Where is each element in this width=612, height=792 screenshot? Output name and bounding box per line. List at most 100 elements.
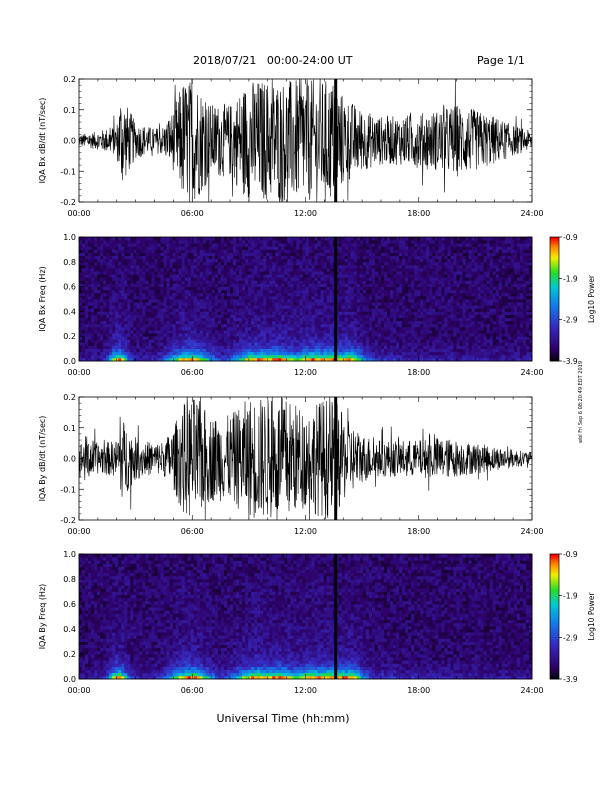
- spectrogram-cell: [296, 354, 300, 359]
- spectrogram-cell: [118, 348, 122, 353]
- spectrogram-cell: [217, 351, 222, 356]
- spectrogram-cell: [314, 264, 318, 269]
- spectrogram-cell: [217, 264, 222, 269]
- spectrogram-cell: [344, 264, 349, 269]
- spectrogram-cell: [124, 292, 128, 297]
- spectrogram-cell: [272, 305, 276, 309]
- spectrogram-cell: [112, 261, 116, 266]
- spectrogram-cell: [175, 261, 180, 266]
- spectrogram-cell: [381, 292, 385, 297]
- spectrogram-cell: [202, 339, 207, 343]
- spectrogram-cell: [287, 280, 291, 284]
- spectrogram-cell: [154, 286, 158, 291]
- spectrogram-cell: [329, 255, 334, 260]
- spectrogram-cell: [236, 308, 240, 312]
- spectrogram-cell: [248, 330, 252, 334]
- spectrogram-cell: [127, 354, 131, 359]
- spectrogram-cell: [181, 289, 186, 294]
- spectrogram-cell: [344, 249, 349, 253]
- spectrogram-cell: [374, 302, 379, 306]
- spectrogram-cell: [396, 311, 400, 315]
- spectrogram-cell: [94, 330, 98, 334]
- spectrogram-cell: [314, 289, 318, 294]
- spectrogram-cell: [190, 320, 195, 325]
- spectrogram-cell: [299, 354, 303, 359]
- spectrogram-cell: [230, 258, 234, 263]
- spectrogram-cell: [293, 264, 297, 269]
- spectrogram-cell: [133, 237, 137, 241]
- spectrogram-cell: [175, 308, 180, 312]
- spectrogram-cell: [178, 302, 183, 306]
- spectrogram-cell: [368, 252, 373, 256]
- spectrogram-cell: [441, 302, 445, 306]
- spectrogram-cell: [371, 357, 376, 362]
- spectrogram-cell: [356, 345, 361, 349]
- spectrogram-cell: [112, 336, 116, 340]
- spectrogram-cell: [157, 252, 161, 256]
- spectrogram-cell: [139, 292, 143, 297]
- spectrogram-cell: [151, 249, 155, 253]
- spectrogram-cell: [220, 330, 225, 334]
- spectrogram-cell: [118, 308, 122, 312]
- spectrogram-cell: [281, 354, 285, 359]
- spectrogram-cell: [432, 317, 436, 322]
- spectrogram-cell: [302, 305, 306, 309]
- spectrogram-cell: [308, 311, 312, 315]
- spectrogram-cell: [353, 351, 358, 356]
- spectrogram-cell: [353, 280, 358, 284]
- spectrogram-cell: [220, 237, 225, 241]
- spectrogram-cell: [411, 323, 415, 328]
- spectrogram-cell: [420, 351, 424, 356]
- spectrogram-cell: [441, 308, 445, 312]
- spectrogram-cell: [308, 323, 312, 328]
- spectrogram-cell: [272, 333, 276, 337]
- spectrogram-cell: [190, 308, 195, 312]
- spectrogram-cell: [341, 320, 346, 325]
- spectrogram-cell: [284, 246, 288, 250]
- spectrogram-cell: [284, 268, 288, 272]
- spectrogram-cell: [299, 302, 303, 306]
- spectrogram-cell: [239, 252, 243, 256]
- spectrogram-cell: [208, 317, 213, 322]
- spectrogram-cell: [344, 277, 349, 281]
- spectrogram-cell: [133, 295, 137, 300]
- spectrogram-cell: [118, 252, 122, 256]
- spectrogram-cell: [133, 292, 137, 297]
- spectrogram-cell: [405, 274, 409, 278]
- spectrogram-cell: [296, 283, 300, 287]
- spectrogram-cell: [175, 271, 180, 275]
- spectrogram-cell: [85, 286, 89, 291]
- spectrogram-cell: [166, 339, 170, 343]
- spectrogram-cell: [220, 302, 225, 306]
- spectrogram-cell: [94, 292, 98, 297]
- spectrogram-cell: [399, 295, 403, 300]
- spectrogram-cell: [118, 271, 122, 275]
- spectrogram-cell: [109, 345, 113, 349]
- spectrogram-cell: [145, 237, 149, 241]
- spectrogram-cell: [353, 317, 358, 322]
- spectrogram-cell: [139, 330, 143, 334]
- spectrogram-cell: [426, 280, 430, 284]
- spectrogram-cell: [199, 311, 204, 315]
- spectrogram-cell: [293, 323, 297, 328]
- spectrogram-cell: [272, 299, 276, 303]
- spectrogram-cell: [341, 339, 346, 343]
- spectrogram-cell: [323, 348, 328, 353]
- spectrogram-cell: [178, 271, 183, 275]
- spectrogram-cell: [314, 252, 318, 256]
- spectrogram-cell: [139, 302, 143, 306]
- spectrogram-cell: [302, 289, 306, 294]
- spectrogram-cell: [181, 261, 186, 266]
- spectrogram-cell: [377, 330, 382, 334]
- spectrogram-cell: [154, 336, 158, 340]
- spectrogram-cell: [163, 258, 167, 263]
- spectrogram-cell: [190, 336, 195, 340]
- spectrogram-cell: [371, 280, 376, 284]
- spectrogram-cell: [190, 302, 195, 306]
- spectrogram-cell: [109, 323, 113, 328]
- spectrogram-cell: [399, 271, 403, 275]
- spectrogram-cell: [417, 255, 421, 260]
- spectrogram-cell: [236, 330, 240, 334]
- spectrogram-cell: [356, 255, 361, 260]
- spectrogram-cell: [326, 326, 331, 331]
